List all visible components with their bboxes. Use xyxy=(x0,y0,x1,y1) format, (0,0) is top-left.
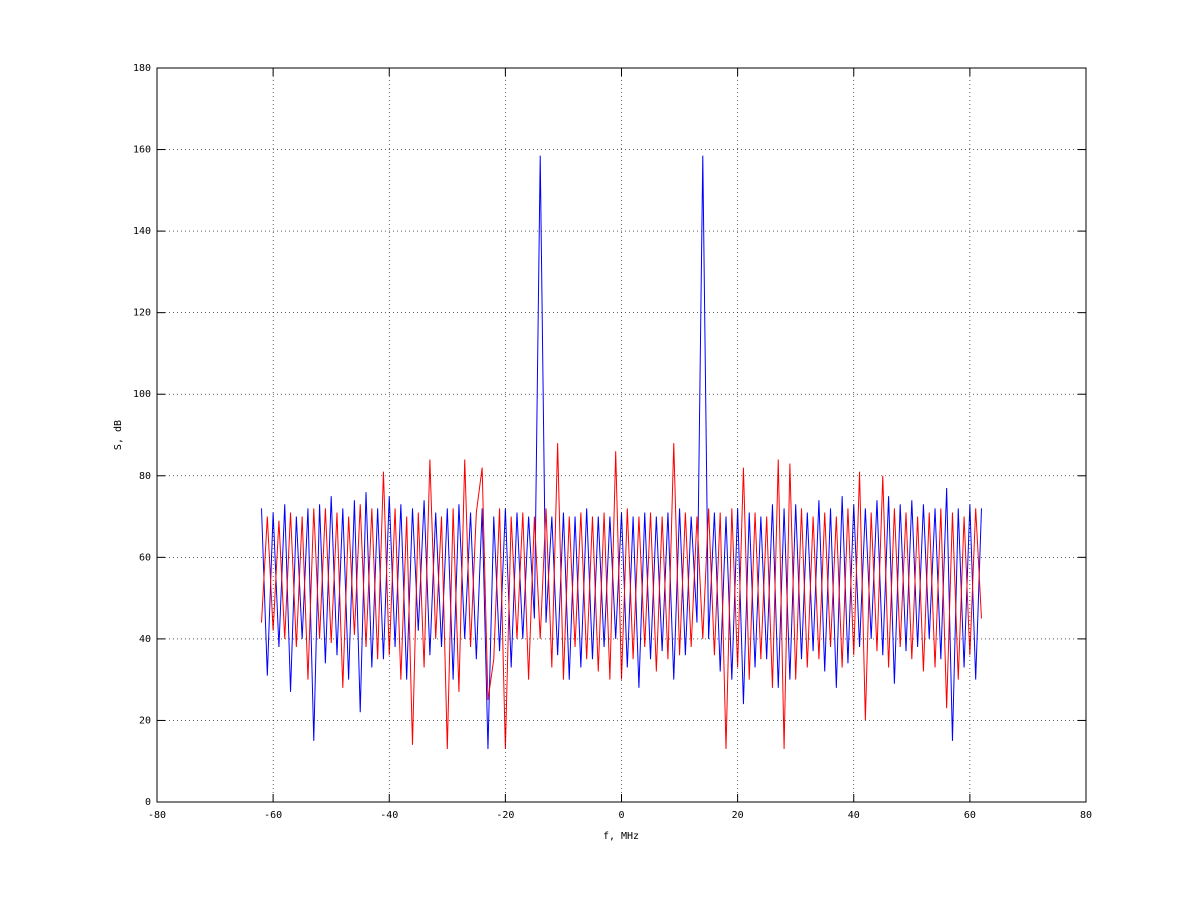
x-tick-label: -20 xyxy=(496,810,514,821)
x-tick-label: -80 xyxy=(148,810,166,821)
y-tick-label: 120 xyxy=(133,308,151,319)
y-tick-label: 100 xyxy=(133,389,151,400)
x-tick-label: -40 xyxy=(380,810,398,821)
x-axis-label: f, MHz xyxy=(603,831,639,842)
y-tick-label: 20 xyxy=(139,715,151,726)
y-tick-label: 0 xyxy=(145,797,151,808)
x-tick-label: 60 xyxy=(964,810,976,821)
x-tick-label: 40 xyxy=(848,810,860,821)
y-axis-label: S, dB xyxy=(113,420,124,450)
series-line xyxy=(261,443,982,750)
y-tick-label: 60 xyxy=(139,552,151,563)
x-tick-label: 20 xyxy=(732,810,744,821)
y-tick-label: 180 xyxy=(133,63,151,74)
x-tick-label: -60 xyxy=(264,810,282,821)
y-tick-label: 40 xyxy=(139,634,151,645)
y-tick-label: 140 xyxy=(133,226,151,237)
x-tick-label: 80 xyxy=(1080,810,1092,821)
x-tick-label: 0 xyxy=(618,810,624,821)
y-tick-label: 80 xyxy=(139,471,151,482)
y-tick-label: 160 xyxy=(133,145,151,156)
